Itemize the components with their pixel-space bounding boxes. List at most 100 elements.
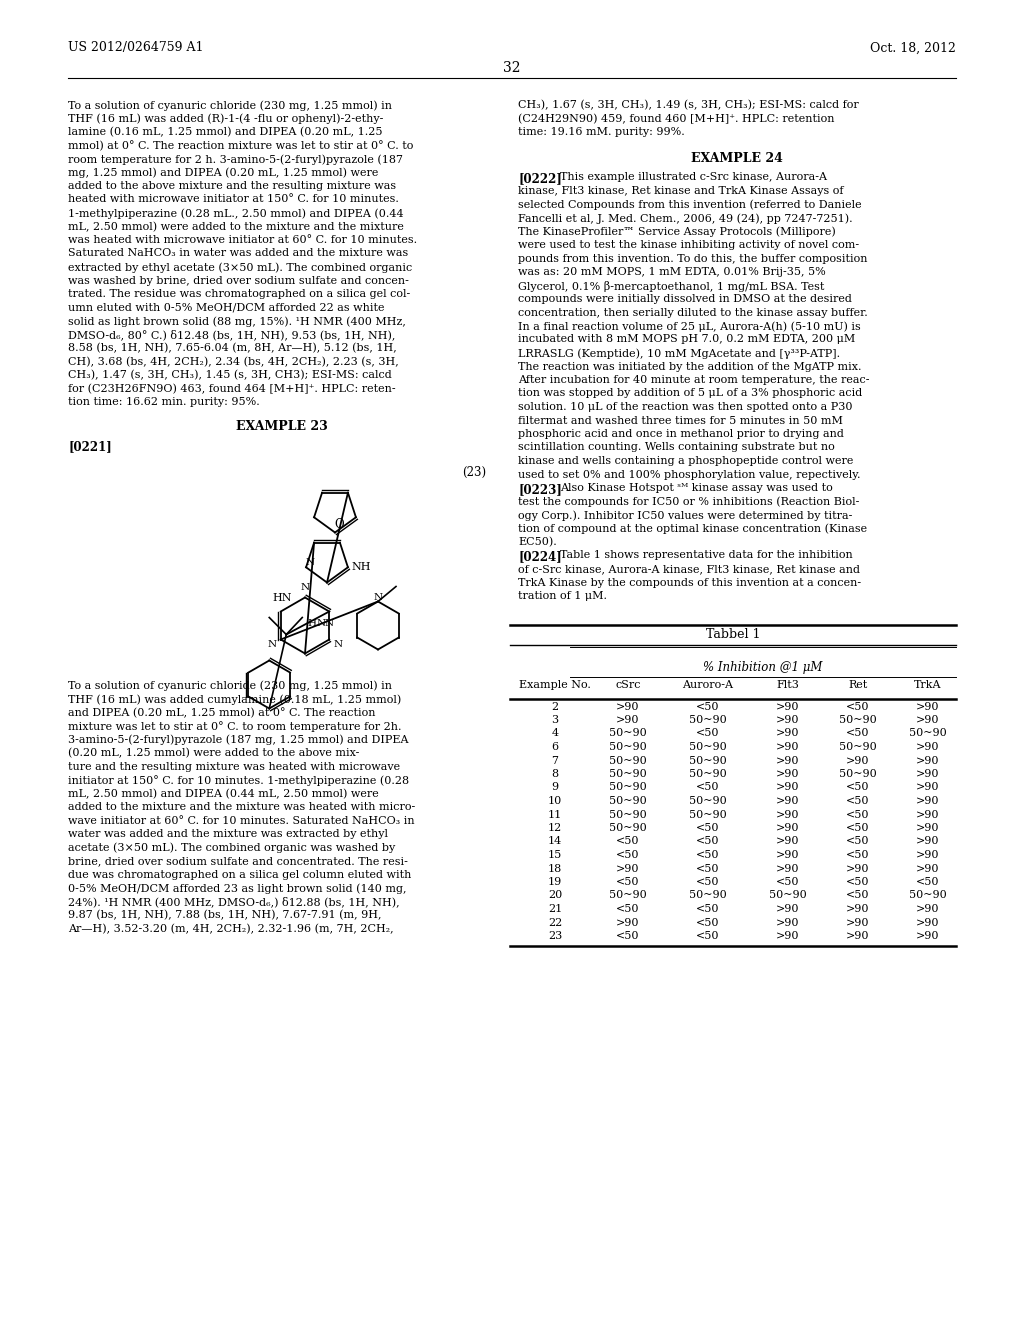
Text: kinase and wells containing a phosphopeptide control were: kinase and wells containing a phosphopep…	[518, 455, 853, 466]
Text: 50~90: 50~90	[689, 770, 727, 779]
Text: 3: 3	[552, 715, 558, 725]
Text: 10: 10	[548, 796, 562, 807]
Text: To a solution of cyanuric chloride (230 mg, 1.25 mmol) in: To a solution of cyanuric chloride (230 …	[68, 100, 392, 111]
Text: 4: 4	[552, 729, 558, 738]
Text: <50: <50	[696, 904, 720, 913]
Text: Glycerol, 0.1% β-mercaptoethanol, 1 mg/mL BSA. Test: Glycerol, 0.1% β-mercaptoethanol, 1 mg/m…	[518, 281, 824, 292]
Text: 8.58 (bs, 1H, NH), 7.65-6.04 (m, 8H, Ar—H), 5.12 (bs, 1H,: 8.58 (bs, 1H, NH), 7.65-6.04 (m, 8H, Ar—…	[68, 343, 396, 354]
Text: selected Compounds from this invention (referred to Daniele: selected Compounds from this invention (…	[518, 199, 861, 210]
Text: >90: >90	[916, 850, 940, 861]
Text: 7: 7	[552, 755, 558, 766]
Text: 9.87 (bs, 1H, NH), 7.88 (bs, 1H, NH), 7.67-7.91 (m, 9H,: 9.87 (bs, 1H, NH), 7.88 (bs, 1H, NH), 7.…	[68, 909, 382, 920]
Text: 50~90: 50~90	[609, 755, 647, 766]
Text: mL, 2.50 mmol) were added to the mixture and the mixture: mL, 2.50 mmol) were added to the mixture…	[68, 222, 403, 232]
Text: >90: >90	[776, 755, 800, 766]
Text: compounds were initially dissolved in DMSO at the desired: compounds were initially dissolved in DM…	[518, 294, 852, 304]
Text: 2: 2	[552, 701, 558, 711]
Text: used to set 0% and 100% phosphorylation value, repectively.: used to set 0% and 100% phosphorylation …	[518, 470, 860, 479]
Text: 19: 19	[548, 876, 562, 887]
Text: Tabbel 1: Tabbel 1	[706, 628, 760, 642]
Text: time: 19.16 mM. purity: 99%.: time: 19.16 mM. purity: 99%.	[518, 127, 685, 137]
Text: kinase, Flt3 kinase, Ret kinase and TrkA Kinase Assays of: kinase, Flt3 kinase, Ret kinase and TrkA…	[518, 186, 844, 195]
Text: N: N	[305, 558, 314, 568]
Text: 32: 32	[503, 61, 521, 75]
Text: N: N	[267, 640, 276, 649]
Text: >90: >90	[616, 863, 640, 874]
Text: Saturated NaHCO₃ in water was added and the mixture was: Saturated NaHCO₃ in water was added and …	[68, 248, 409, 259]
Text: >90: >90	[776, 783, 800, 792]
Text: >90: >90	[776, 809, 800, 820]
Text: After incubation for 40 minute at room temperature, the reac-: After incubation for 40 minute at room t…	[518, 375, 869, 385]
Text: was washed by brine, dried over sodium sulfate and concen-: was washed by brine, dried over sodium s…	[68, 276, 409, 285]
Text: Oct. 18, 2012: Oct. 18, 2012	[870, 41, 956, 54]
Text: This example illustrated c-Src kinase, Aurora-A: This example illustrated c-Src kinase, A…	[560, 173, 827, 182]
Text: 50~90: 50~90	[769, 891, 807, 900]
Text: >90: >90	[776, 931, 800, 941]
Text: <50: <50	[696, 822, 720, 833]
Text: 50~90: 50~90	[689, 891, 727, 900]
Text: 3-amino-5-(2-furyl)pyrazole (187 mg, 1.25 mmol) and DIPEA: 3-amino-5-(2-furyl)pyrazole (187 mg, 1.2…	[68, 734, 409, 744]
Text: <50: <50	[696, 729, 720, 738]
Text: O: O	[335, 519, 344, 532]
Text: 22: 22	[548, 917, 562, 928]
Text: test the compounds for IC50 or % inhibitions (Reaction Biol-: test the compounds for IC50 or % inhibit…	[518, 496, 859, 507]
Text: >90: >90	[916, 863, 940, 874]
Text: In a final reaction volume of 25 μL, Aurora-A(h) (5-10 mU) is: In a final reaction volume of 25 μL, Aur…	[518, 321, 861, 331]
Text: >90: >90	[846, 904, 869, 913]
Text: 21: 21	[548, 904, 562, 913]
Text: CH), 3.68 (bs, 4H, 2CH₂), 2.34 (bs, 4H, 2CH₂), 2.23 (s, 3H,: CH), 3.68 (bs, 4H, 2CH₂), 2.34 (bs, 4H, …	[68, 356, 398, 367]
Text: mg, 1.25 mmol) and DIPEA (0.20 mL, 1.25 mmol) were: mg, 1.25 mmol) and DIPEA (0.20 mL, 1.25 …	[68, 168, 379, 178]
Text: >90: >90	[776, 822, 800, 833]
Text: <50: <50	[846, 876, 869, 887]
Text: <50: <50	[696, 783, 720, 792]
Text: phosphoric acid and once in methanol prior to drying and: phosphoric acid and once in methanol pri…	[518, 429, 844, 440]
Text: >90: >90	[916, 770, 940, 779]
Text: <50: <50	[616, 876, 640, 887]
Text: 50~90: 50~90	[609, 742, 647, 752]
Text: Ar—H), 3.52-3.20 (m, 4H, 2CH₂), 2.32-1.96 (m, 7H, 2CH₂,: Ar—H), 3.52-3.20 (m, 4H, 2CH₂), 2.32-1.9…	[68, 924, 393, 933]
Text: was as: 20 mM MOPS, 1 mM EDTA, 0.01% Brij-35, 5%: was as: 20 mM MOPS, 1 mM EDTA, 0.01% Bri…	[518, 267, 825, 277]
Text: umn eluted with 0-5% MeOH/DCM afforded 22 as white: umn eluted with 0-5% MeOH/DCM afforded 2…	[68, 302, 384, 313]
Text: N: N	[325, 619, 334, 628]
Text: due was chromatographed on a silica gel column eluted with: due was chromatographed on a silica gel …	[68, 870, 412, 879]
Text: N: N	[316, 619, 326, 628]
Text: <50: <50	[696, 917, 720, 928]
Text: of c-Src kinase, Aurora-A kinase, Flt3 kinase, Ret kinase and: of c-Src kinase, Aurora-A kinase, Flt3 k…	[518, 564, 860, 574]
Text: 12: 12	[548, 822, 562, 833]
Text: >90: >90	[776, 742, 800, 752]
Text: lamine (0.16 mL, 1.25 mmol) and DIPEA (0.20 mL, 1.25: lamine (0.16 mL, 1.25 mmol) and DIPEA (0…	[68, 127, 383, 137]
Text: concentration, then serially diluted to the kinase assay buffer.: concentration, then serially diluted to …	[518, 308, 867, 318]
Text: 50~90: 50~90	[909, 729, 947, 738]
Text: The reaction was initiated by the addition of the MgATP mix.: The reaction was initiated by the additi…	[518, 362, 861, 371]
Text: 24%). ¹H NMR (400 MHz, DMSO-d₆,) δ12.88 (bs, 1H, NH),: 24%). ¹H NMR (400 MHz, DMSO-d₆,) δ12.88 …	[68, 896, 399, 907]
Text: wave initiator at 60° C. for 10 minutes. Saturated NaHCO₃ in: wave initiator at 60° C. for 10 minutes.…	[68, 816, 415, 825]
Text: Also Kinase Hotspot ˢᴹ kinase assay was used to: Also Kinase Hotspot ˢᴹ kinase assay was …	[560, 483, 833, 492]
Text: brine, dried over sodium sulfate and concentrated. The resi-: brine, dried over sodium sulfate and con…	[68, 855, 408, 866]
Text: 50~90: 50~90	[689, 715, 727, 725]
Text: [0222]: [0222]	[518, 173, 562, 186]
Text: >90: >90	[846, 863, 869, 874]
Text: 23: 23	[548, 931, 562, 941]
Text: EXAMPLE 24: EXAMPLE 24	[691, 153, 783, 165]
Text: H: H	[307, 619, 316, 628]
Text: solution. 10 μL of the reaction was then spotted onto a P30: solution. 10 μL of the reaction was then…	[518, 403, 853, 412]
Text: 50~90: 50~90	[839, 742, 877, 752]
Text: <50: <50	[846, 837, 869, 846]
Text: cSrc: cSrc	[615, 681, 641, 690]
Text: >90: >90	[916, 904, 940, 913]
Text: <50: <50	[846, 796, 869, 807]
Text: >90: >90	[916, 809, 940, 820]
Text: was heated with microwave initiator at 60° C. for 10 minutes.: was heated with microwave initiator at 6…	[68, 235, 417, 246]
Text: <50: <50	[846, 701, 869, 711]
Text: Example No.: Example No.	[519, 681, 591, 690]
Text: 50~90: 50~90	[839, 715, 877, 725]
Text: 50~90: 50~90	[609, 809, 647, 820]
Text: 50~90: 50~90	[609, 796, 647, 807]
Text: solid as light brown solid (88 mg, 15%). ¹H NMR (400 MHz,: solid as light brown solid (88 mg, 15%).…	[68, 315, 406, 326]
Text: CH₃), 1.47 (s, 3H, CH₃), 1.45 (s, 3H, CH3); ESI-MS: calcd: CH₃), 1.47 (s, 3H, CH₃), 1.45 (s, 3H, CH…	[68, 370, 392, 380]
Text: tion was stopped by addition of 5 μL of a 3% phosphoric acid: tion was stopped by addition of 5 μL of …	[518, 388, 862, 399]
Text: The KinaseProfiler™ Service Assay Protocols (Millipore): The KinaseProfiler™ Service Assay Protoc…	[518, 227, 836, 238]
Text: >90: >90	[776, 837, 800, 846]
Text: <50: <50	[846, 891, 869, 900]
Text: <50: <50	[696, 931, 720, 941]
